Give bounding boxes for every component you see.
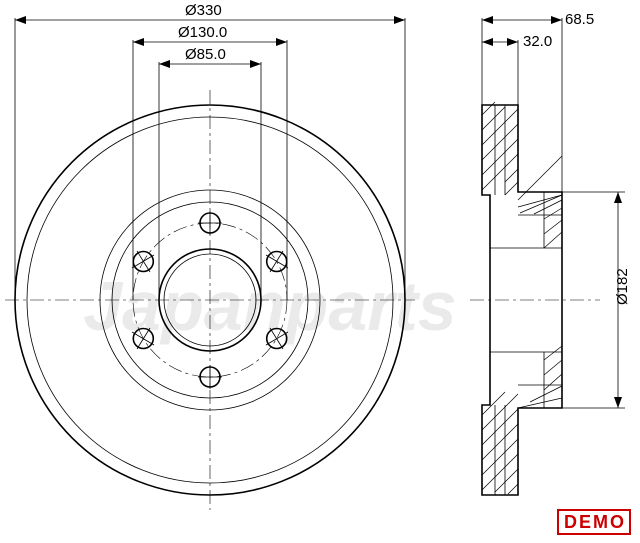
label-w32: 32.0 — [523, 33, 552, 50]
label-d330: Ø330 — [185, 2, 222, 19]
watermark-text: Japanparts — [83, 267, 456, 345]
section-hatching — [482, 102, 562, 494]
dim-d330: Ø330 — [15, 2, 405, 24]
label-d182: Ø182 — [614, 268, 631, 305]
dim-d85: Ø85.0 — [159, 46, 261, 68]
front-view: Ø330 Ø130.0 Ø85.0 — [5, 2, 415, 510]
label-w68: 68.5 — [565, 11, 594, 28]
dim-d130: Ø130.0 — [133, 24, 287, 46]
side-view: 68.5 32.0 Ø182 — [470, 11, 631, 495]
demo-text: DEMO — [564, 512, 626, 532]
demo-stamp: DEMO — [558, 510, 630, 534]
drawing-canvas: Japanparts — [0, 0, 640, 543]
label-d85: Ø85.0 — [185, 46, 226, 63]
label-d130: Ø130.0 — [178, 24, 227, 41]
